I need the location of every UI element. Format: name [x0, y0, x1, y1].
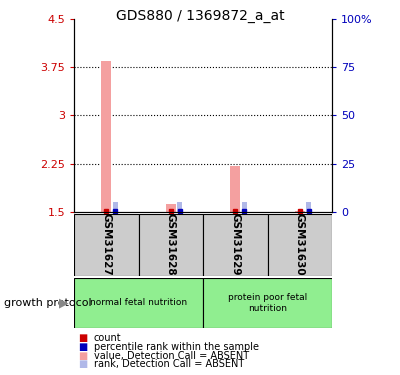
Bar [74, 214, 138, 276]
Bar [203, 278, 332, 328]
Bar [306, 202, 311, 212]
Text: ■: ■ [78, 342, 87, 352]
Bar [113, 202, 118, 212]
Bar [295, 211, 304, 212]
Text: GSM31628: GSM31628 [166, 213, 176, 276]
Bar [268, 214, 332, 276]
Text: protein poor fetal
nutrition: protein poor fetal nutrition [228, 293, 307, 312]
Text: growth protocol: growth protocol [4, 298, 92, 308]
Text: normal fetal nutrition: normal fetal nutrition [90, 298, 187, 307]
Bar [177, 202, 182, 212]
Bar [102, 61, 111, 212]
Text: GSM31630: GSM31630 [295, 213, 305, 276]
Bar [203, 214, 268, 276]
Text: ▶: ▶ [59, 296, 69, 309]
Text: ■: ■ [78, 351, 87, 360]
Bar [74, 278, 203, 328]
Bar [138, 214, 203, 276]
Text: GSM31629: GSM31629 [230, 213, 240, 276]
Bar [230, 165, 240, 212]
Text: percentile rank within the sample: percentile rank within the sample [94, 342, 259, 352]
Bar [242, 202, 247, 212]
Text: GDS880 / 1369872_a_at: GDS880 / 1369872_a_at [116, 9, 284, 23]
Text: value, Detection Call = ABSENT: value, Detection Call = ABSENT [94, 351, 249, 360]
Text: rank, Detection Call = ABSENT: rank, Detection Call = ABSENT [94, 359, 244, 369]
Bar [166, 204, 176, 212]
Text: ■: ■ [78, 359, 87, 369]
Text: ■: ■ [78, 333, 87, 343]
Text: count: count [94, 333, 122, 343]
Text: GSM31627: GSM31627 [101, 213, 111, 276]
